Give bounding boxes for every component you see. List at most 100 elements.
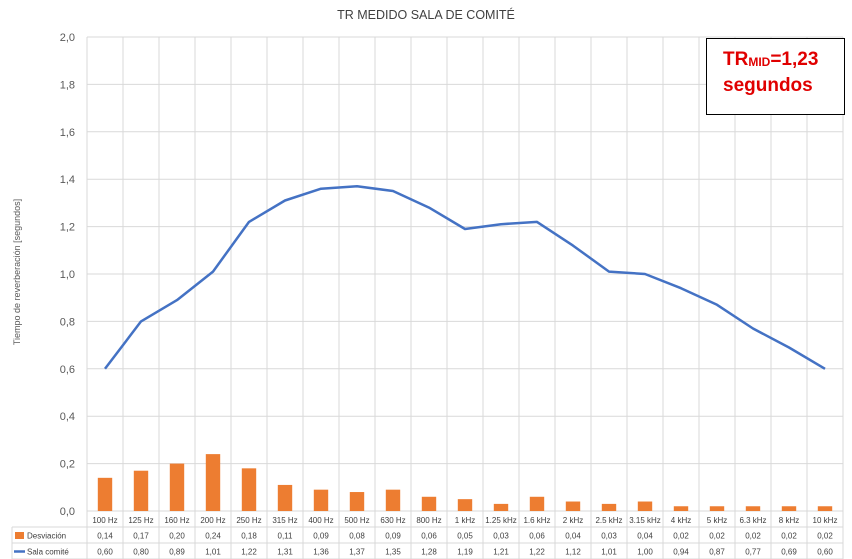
tr-mid-line1: TRMID=1,23 <box>723 48 844 74</box>
data-label: 0,80 <box>133 548 149 557</box>
data-label: 0,60 <box>817 548 833 557</box>
bar-desviacion <box>97 477 113 511</box>
bar-desviacion <box>313 489 329 511</box>
data-label: 1,31 <box>277 548 293 557</box>
x-tick-label: 3.15 kHz <box>629 516 661 525</box>
tr-value: =1,23 <box>770 49 819 70</box>
y-tick-label: 1,0 <box>60 269 75 281</box>
y-tick-label: 0,0 <box>60 506 75 518</box>
x-tick-label: 2 kHz <box>563 516 583 525</box>
x-tick-label: 1 kHz <box>455 516 475 525</box>
x-tick-label: 10 kHz <box>813 516 838 525</box>
data-label: 1,37 <box>349 548 365 557</box>
data-label: 0,02 <box>673 532 689 541</box>
data-label: 0,24 <box>205 532 221 541</box>
data-label: 1,21 <box>493 548 509 557</box>
data-label: 1,12 <box>565 548 581 557</box>
bar-desviacion <box>169 463 185 511</box>
bar-desviacion <box>133 470 149 511</box>
y-tick-label: 0,2 <box>60 459 75 471</box>
bar-desviacion <box>205 454 221 511</box>
data-label: 0,69 <box>781 548 797 557</box>
x-tick-label: 1.25 kHz <box>485 516 517 525</box>
grid-lines <box>86 36 844 559</box>
data-label: 0,09 <box>385 532 401 541</box>
x-tick-label: 200 Hz <box>200 516 225 525</box>
x-tick-label: 160 Hz <box>164 516 189 525</box>
x-tick-label: 500 Hz <box>344 516 369 525</box>
line-sala-comite <box>104 185 826 370</box>
bar-desviacion <box>637 501 653 511</box>
data-label: 1,22 <box>241 548 257 557</box>
bar-desviacion <box>673 506 689 511</box>
data-label: 0,89 <box>169 548 185 557</box>
x-tick-label: 125 Hz <box>128 516 153 525</box>
data-label: 0,18 <box>241 532 257 541</box>
x-tick-label: 250 Hz <box>236 516 261 525</box>
bar-desviacion <box>745 506 761 511</box>
data-label: 0,05 <box>457 532 473 541</box>
x-tick-label: 315 Hz <box>272 516 297 525</box>
data-label: 1,01 <box>601 548 617 557</box>
data-label: 0,08 <box>349 532 365 541</box>
data-label: 0,06 <box>529 532 545 541</box>
x-tick-label: 4 kHz <box>671 516 691 525</box>
data-label: 1,01 <box>205 548 221 557</box>
data-label: 0,04 <box>637 532 653 541</box>
data-label: 0,02 <box>781 532 797 541</box>
data-label: 0,87 <box>709 548 725 557</box>
tr-label: TR <box>723 49 749 70</box>
data-label: 0,02 <box>817 532 833 541</box>
bar-desviacion <box>709 506 725 511</box>
x-tick-label: 630 Hz <box>380 516 405 525</box>
data-label: 0,02 <box>709 532 725 541</box>
bar-desviacion <box>781 506 797 511</box>
data-label: 0,09 <box>313 532 329 541</box>
y-tick-label: 0,4 <box>60 411 75 423</box>
data-label: 0,02 <box>745 532 761 541</box>
data-label: 1,22 <box>529 548 545 557</box>
data-label: 0,94 <box>673 548 689 557</box>
y-tick-label: 0,8 <box>60 316 75 328</box>
y-tick-label: 1,4 <box>60 174 75 186</box>
tr-mid-annotation: TRMID=1,23 segundos <box>706 38 845 115</box>
data-label: 1,28 <box>421 548 437 557</box>
data-label: 0,03 <box>601 532 617 541</box>
y-tick-labels: 0,0 0,2 0,4 0,6 0,8 1,0 1,2 1,4 1,6 1,8 2,0 <box>60 32 75 518</box>
data-label: 0,06 <box>421 532 437 541</box>
bar-series <box>97 454 833 511</box>
data-label: 0,20 <box>169 532 185 541</box>
x-tick-label: 2.5 kHz <box>595 516 622 525</box>
data-table: 100 Hz 125 Hz 160 Hz 200 Hz 250 Hz 315 Hz 400 … <box>11 516 843 559</box>
tr-subscript: MID <box>748 55 771 69</box>
bar-desviacion <box>385 489 401 511</box>
data-label: 1,36 <box>313 548 329 557</box>
bar-desviacion <box>457 499 473 511</box>
data-label: 0,60 <box>97 548 113 557</box>
y-tick-label: 1,6 <box>60 127 75 139</box>
x-tick-label: 800 Hz <box>416 516 441 525</box>
legend-key-bar <box>15 532 24 539</box>
data-label: 0,11 <box>278 532 294 541</box>
data-label: 0,03 <box>493 532 509 541</box>
bar-desviacion <box>349 492 365 511</box>
bar-desviacion <box>601 503 617 511</box>
bar-desviacion <box>277 484 293 511</box>
x-tick-label: 1.6 kHz <box>523 516 550 525</box>
bar-desviacion <box>241 468 257 511</box>
line-series <box>104 185 826 370</box>
data-label: 0,04 <box>565 532 581 541</box>
x-tick-label: 100 Hz <box>92 516 117 525</box>
x-tick-label: 8 kHz <box>779 516 799 525</box>
y-tick-label: 0,6 <box>60 364 75 376</box>
bar-desviacion <box>493 503 509 511</box>
x-tick-label: 5 kHz <box>707 516 727 525</box>
x-tick-label: 400 Hz <box>308 516 333 525</box>
bar-desviacion <box>817 506 833 511</box>
data-label: 1,00 <box>637 548 653 557</box>
data-label: 1,35 <box>385 548 401 557</box>
y-tick-label: 1,8 <box>60 79 75 91</box>
y-tick-label: 1,2 <box>60 222 75 234</box>
data-label: 0,77 <box>745 548 761 557</box>
